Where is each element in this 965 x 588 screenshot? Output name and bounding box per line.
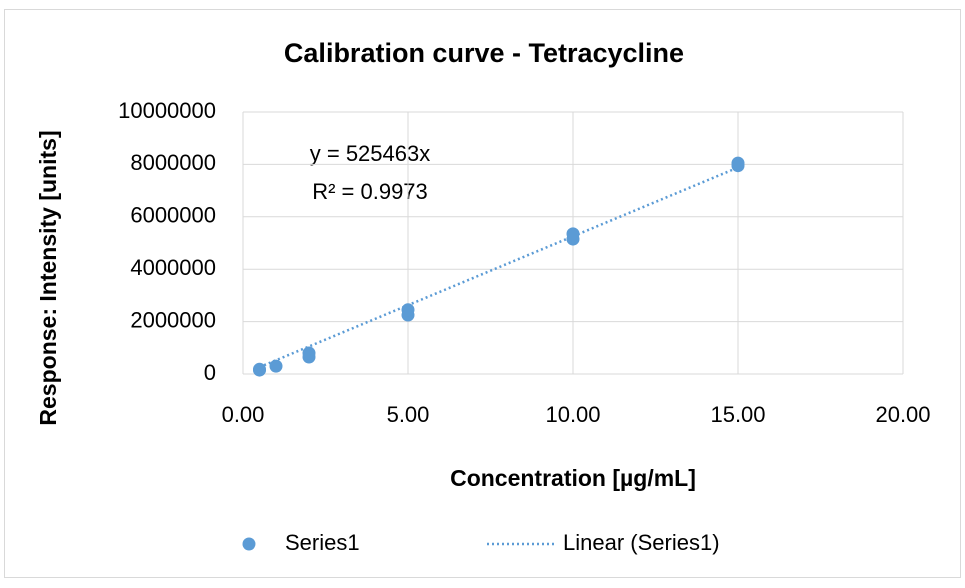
y-tick-label: 8000000 bbox=[130, 150, 216, 175]
chart-title: Calibration curve - Tetracycline bbox=[284, 38, 684, 68]
trendline-r-squared: R² = 0.9973 bbox=[312, 179, 428, 204]
trendline-equation: y = 525463x bbox=[310, 141, 430, 166]
x-tick-label: 5.00 bbox=[387, 402, 430, 427]
x-tick-label: 0.00 bbox=[222, 402, 265, 427]
x-tick-label: 10.00 bbox=[545, 402, 600, 427]
y-axis-label: Response: Intensity [units] bbox=[35, 130, 61, 425]
data-point bbox=[731, 156, 745, 170]
data-point bbox=[302, 346, 316, 360]
trendline bbox=[259, 166, 739, 369]
data-point bbox=[401, 303, 415, 317]
y-tick-label: 2000000 bbox=[130, 307, 216, 332]
y-tick-label: 0 bbox=[204, 360, 216, 385]
data-point bbox=[566, 227, 580, 241]
x-axis-label: Concentration [µg/mL] bbox=[450, 465, 696, 491]
x-tick-label: 20.00 bbox=[875, 402, 930, 427]
y-tick-label: 6000000 bbox=[130, 203, 216, 228]
data-point bbox=[269, 359, 283, 373]
x-tick-label: 15.00 bbox=[710, 402, 765, 427]
legend-label: Series1 bbox=[285, 530, 360, 555]
data-point bbox=[253, 362, 266, 376]
y-tick-label: 4000000 bbox=[130, 255, 216, 280]
legend-marker bbox=[242, 537, 256, 551]
y-tick-label: 10000000 bbox=[118, 98, 216, 123]
legend-label: Linear (Series1) bbox=[563, 530, 720, 555]
chart-border bbox=[4, 9, 961, 578]
